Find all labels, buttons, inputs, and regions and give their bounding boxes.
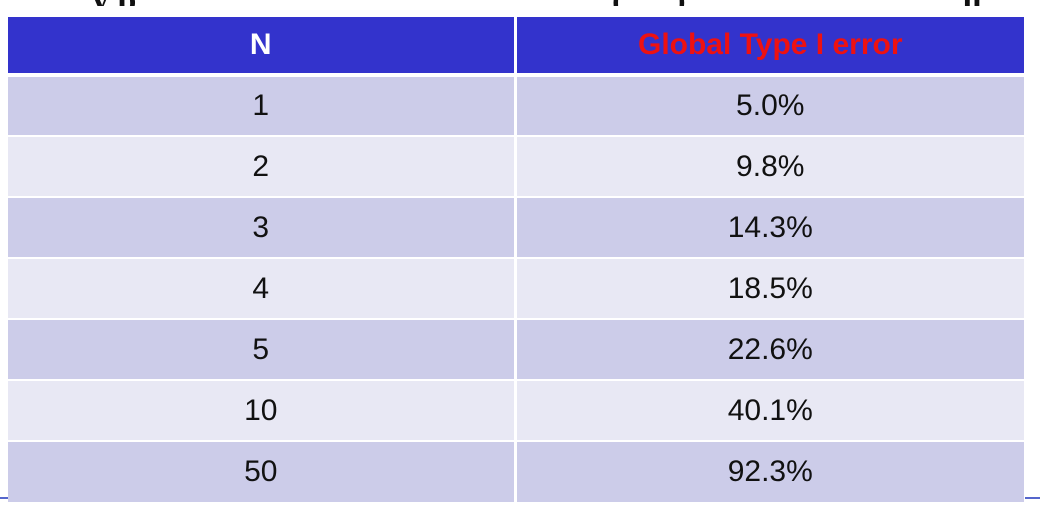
table-header-row: N Global Type I error bbox=[8, 17, 1024, 77]
cell-n: 1 bbox=[8, 75, 517, 137]
cell-n: 3 bbox=[8, 197, 517, 259]
cell-n: 2 bbox=[8, 136, 517, 198]
cell-error: 22.6% bbox=[515, 319, 1024, 381]
table-row: 50 92.3% bbox=[8, 441, 1024, 502]
slide-rule-right bbox=[1025, 497, 1040, 499]
column-header-global-type-i-error: Global Type I error bbox=[515, 17, 1024, 77]
cell-error: 14.3% bbox=[515, 197, 1024, 259]
cropped-glyphs: n bbox=[920, 0, 982, 6]
cell-error: 92.3% bbox=[727, 455, 813, 488]
table-row: 5 22.6% bbox=[8, 319, 1024, 381]
cell-n: 10 bbox=[8, 380, 517, 442]
cell-n: 5 bbox=[8, 319, 517, 381]
slide-rule-left bbox=[0, 497, 8, 499]
error-rate-table: N Global Type I error 1 5.0% 2 9.8% 3 14… bbox=[8, 17, 1024, 502]
cell-error: 5.0% bbox=[515, 75, 1024, 137]
cell-error: 18.5% bbox=[515, 258, 1024, 320]
table-row: 1 5.0% bbox=[8, 75, 1024, 137]
cell-n: 50 bbox=[8, 441, 517, 502]
column-header-n: N bbox=[8, 17, 517, 77]
cropped-heading-fragment: y p ( ) n bbox=[0, 0, 1040, 6]
error-rate-table-container: N Global Type I error 1 5.0% 2 9.8% 3 14… bbox=[8, 17, 1024, 502]
table-row: 4 18.5% bbox=[8, 258, 1024, 320]
cropped-glyphs: ( ) bbox=[612, 0, 686, 6]
table-row: 3 14.3% bbox=[8, 197, 1024, 259]
cell-n: 4 bbox=[8, 258, 517, 320]
cropped-glyphs: y p bbox=[92, 0, 136, 6]
table-row: 2 9.8% bbox=[8, 136, 1024, 198]
table-row: 10 40.1% bbox=[8, 380, 1024, 442]
cell-error: 40.1% bbox=[515, 380, 1024, 442]
cell-error: 9.8% bbox=[515, 136, 1024, 198]
